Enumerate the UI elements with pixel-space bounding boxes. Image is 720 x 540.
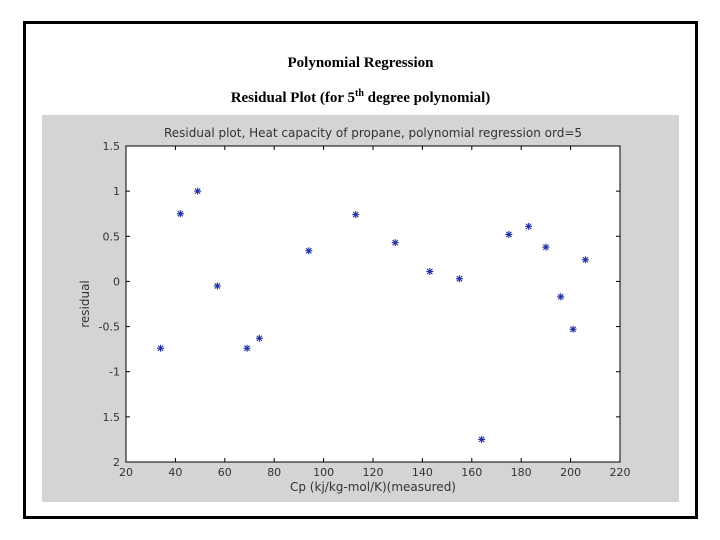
x-tick-label: 80 [267,466,281,479]
plot-area [125,145,621,463]
subtitle-suffix: degree polynomial) [363,90,491,106]
data-point [525,222,533,230]
data-point [255,334,263,342]
x-tick-label: 200 [560,466,581,479]
x-tick-label: 160 [461,466,482,479]
y-tick-label: 1 [113,185,120,198]
residual-scatter-plot: Residual plot, Heat capacity of propane,… [78,126,631,494]
chart-title: Residual plot, Heat capacity of propane,… [164,126,582,140]
slide-title: Polynomial Regression [287,55,434,71]
y-tick-label: -0.5 [99,321,120,334]
data-point [352,211,360,219]
y-tick-label: 1.5 [103,140,121,153]
y-axis-label: residual [78,280,92,328]
data-point [305,247,313,255]
data-point [542,243,550,251]
subtitle-superscript: th [355,88,364,99]
data-point [391,239,399,247]
x-tick-label: 100 [313,466,334,479]
data-point [157,344,165,352]
y-tick-label: 0.5 [103,230,121,243]
y-tick-label: 1.5 [103,411,121,424]
data-point [455,275,463,283]
data-point [213,282,221,290]
data-point [176,210,184,218]
chart-figure: Residual plot, Heat capacity of propane,… [42,115,679,502]
x-axis-label: Cp (kj/kg-mol/K)(measured) [290,480,456,494]
x-tick-label: 180 [511,466,532,479]
data-point [505,230,513,238]
data-point [194,187,202,195]
x-tick-label: 40 [168,466,182,479]
data-point [478,435,486,443]
slide-frame: Polynomial Regression Residual Plot (for… [23,21,698,519]
data-point [581,256,589,264]
subtitle-prefix: Residual Plot (for 5 [230,90,355,106]
x-tick-label: 220 [610,466,631,479]
y-tick-label: 0 [113,275,120,288]
x-tick-label: 120 [363,466,384,479]
x-tick-label: 140 [412,466,433,479]
data-point [557,293,565,301]
y-tick-label: 2 [113,456,120,469]
data-point [569,325,577,333]
data-point [426,267,434,275]
x-tick-label: 60 [218,466,232,479]
slide-subtitle: Residual Plot (for 5th degree polynomial… [26,88,695,107]
x-tick-label: 20 [119,466,133,479]
data-point [243,344,251,352]
y-tick-label: -1 [109,366,120,379]
